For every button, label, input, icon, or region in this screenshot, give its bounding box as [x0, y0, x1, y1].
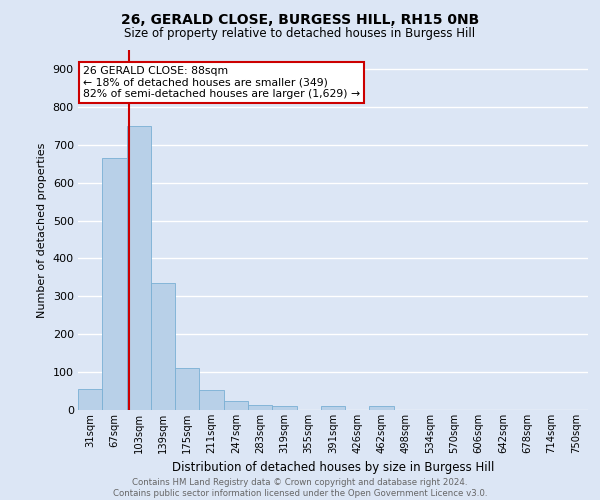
Bar [370, 406, 394, 410]
Bar [248, 404, 272, 410]
X-axis label: Distribution of detached houses by size in Burgess Hill: Distribution of detached houses by size … [172, 462, 494, 474]
Text: Contains HM Land Registry data © Crown copyright and database right 2024.
Contai: Contains HM Land Registry data © Crown c… [113, 478, 487, 498]
Bar [272, 406, 296, 410]
Bar [151, 283, 175, 410]
Bar [102, 158, 127, 410]
Text: Size of property relative to detached houses in Burgess Hill: Size of property relative to detached ho… [124, 28, 476, 40]
Text: 26 GERALD CLOSE: 88sqm
← 18% of detached houses are smaller (349)
82% of semi-de: 26 GERALD CLOSE: 88sqm ← 18% of detached… [83, 66, 360, 100]
Bar [321, 406, 345, 410]
Bar [199, 390, 224, 410]
Bar [175, 368, 199, 410]
Y-axis label: Number of detached properties: Number of detached properties [37, 142, 47, 318]
Text: 26, GERALD CLOSE, BURGESS HILL, RH15 0NB: 26, GERALD CLOSE, BURGESS HILL, RH15 0NB [121, 12, 479, 26]
Bar [224, 400, 248, 410]
Bar [78, 389, 102, 410]
Bar [127, 126, 151, 410]
